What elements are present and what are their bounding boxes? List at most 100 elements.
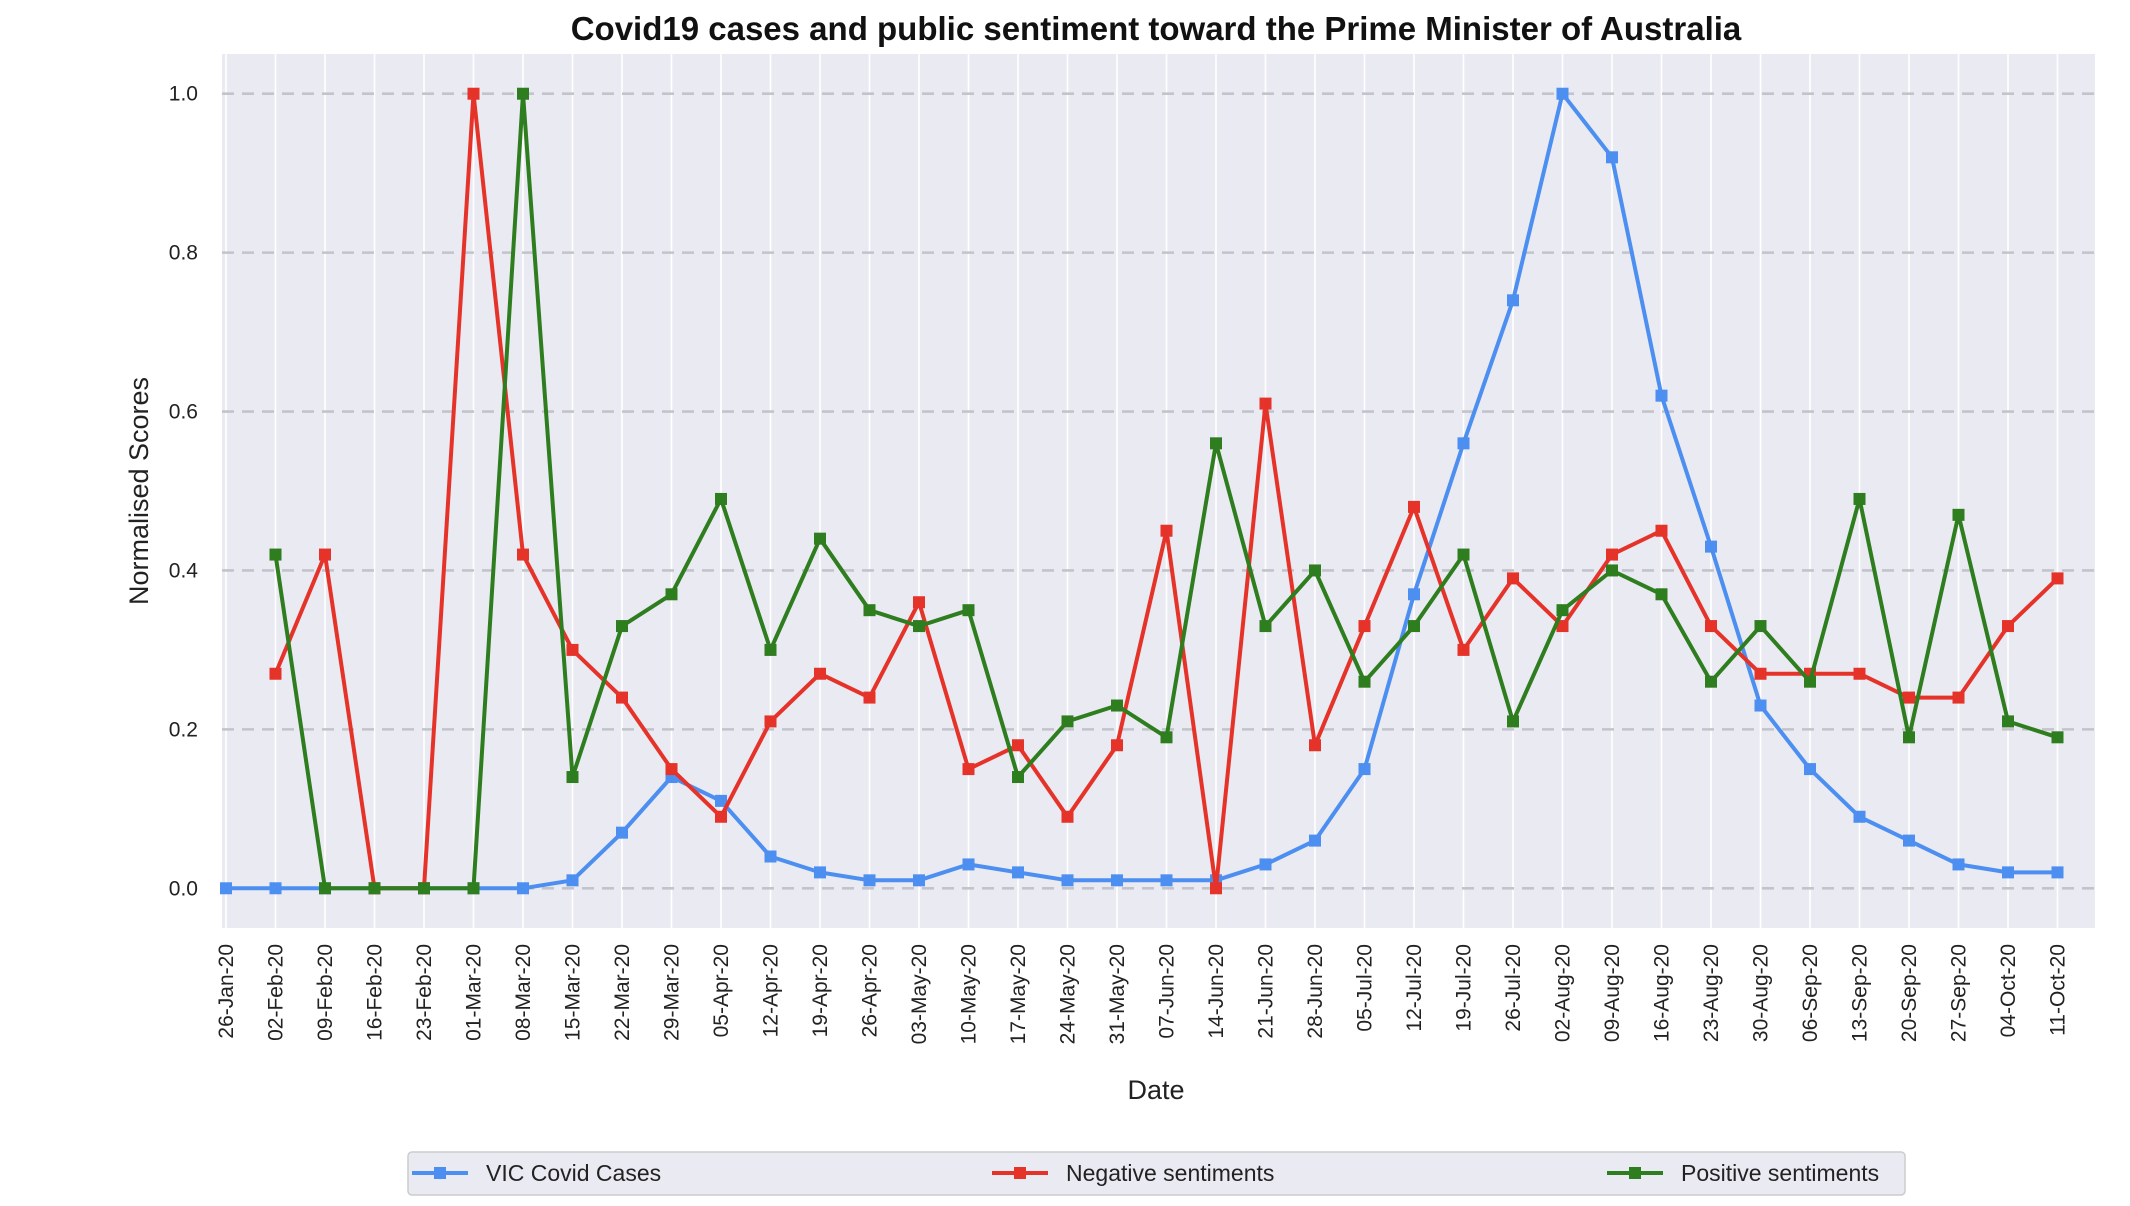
data-point: [1754, 667, 1767, 680]
x-tick-label: 26-Apr-20: [859, 944, 882, 1037]
data-point: [1457, 548, 1470, 561]
data-point: [1853, 667, 1866, 680]
data-point: [368, 882, 381, 895]
data-point: [616, 826, 628, 839]
x-tick-label: 03-May-20: [908, 944, 931, 1044]
data-point: [1507, 294, 1519, 307]
series-negative-sentiments: [269, 87, 2064, 895]
data-point: [814, 866, 826, 879]
x-tick-label: 27-Sep-20: [1948, 944, 1971, 1042]
data-point: [764, 715, 777, 728]
data-point: [1309, 834, 1321, 847]
x-axis-ticks: 26-Jan-20 02-Feb-20 09-Feb-20 16-Feb-20 23-F…: [215, 944, 2070, 1044]
x-tick-label: 05-Jul-20: [1354, 944, 1377, 1032]
legend-marker: [434, 1167, 446, 1179]
data-point: [1655, 588, 1668, 601]
data-point: [1259, 620, 1272, 633]
x-tick-label: 08-Mar-20: [512, 944, 535, 1041]
data-point: [863, 604, 876, 617]
data-point: [764, 850, 777, 863]
data-point: [2002, 620, 2014, 633]
data-point: [1160, 731, 1173, 744]
x-tick-label: 02-Feb-20: [265, 944, 288, 1041]
data-point: [863, 691, 876, 704]
x-tick-label: 24-May-20: [1057, 944, 1080, 1044]
data-point: [1606, 564, 1618, 577]
x-tick-label: 14-Jun-20: [1205, 944, 1228, 1039]
data-point: [2051, 731, 2064, 744]
x-tick-label: 05-Apr-20: [710, 944, 733, 1037]
x-tick-label: 19-Apr-20: [809, 944, 832, 1037]
data-point: [1655, 524, 1668, 537]
data-point: [2051, 866, 2064, 879]
x-tick-label: 04-Oct-20: [1997, 944, 2020, 1037]
y-tick-label: 0.6: [169, 401, 198, 424]
legend-label: Positive sentiments: [1681, 1160, 1879, 1186]
data-point: [1804, 763, 1816, 776]
data-point: [1408, 620, 1420, 633]
x-tick-label: 31-May-20: [1106, 944, 1129, 1044]
legend-marker: [1014, 1167, 1026, 1179]
series-lines: [220, 87, 2064, 895]
data-point: [220, 882, 232, 895]
data-point: [566, 643, 579, 656]
data-point: [1457, 437, 1470, 450]
x-tick-label: 11-Oct-20: [2047, 944, 2070, 1036]
y-tick-label: 0.8: [169, 242, 198, 265]
data-point: [1556, 87, 1569, 100]
data-point: [1012, 866, 1024, 879]
data-point: [1903, 691, 1915, 704]
data-point: [269, 882, 282, 895]
data-point: [2051, 572, 2064, 585]
data-point: [1705, 675, 1717, 688]
data-point: [1358, 675, 1371, 688]
data-point: [715, 492, 727, 505]
data-point: [863, 874, 876, 887]
data-point: [1012, 739, 1024, 752]
series-vic-covid-cases: [220, 87, 2064, 895]
chart-title: Covid19 cases and public sentiment towar…: [571, 10, 1742, 47]
data-point: [665, 588, 678, 601]
data-point: [1606, 151, 1618, 164]
data-point: [1210, 882, 1222, 895]
series-line: [226, 91, 2058, 891]
data-point: [1259, 397, 1272, 410]
data-point: [1952, 508, 1965, 521]
x-tick-label: 19-Jul-20: [1453, 944, 1476, 1032]
x-tick-label: 07-Jun-20: [1156, 944, 1179, 1039]
x-tick-label: 12-Apr-20: [760, 944, 783, 1037]
data-point: [1408, 500, 1420, 513]
data-point: [566, 771, 579, 784]
data-point: [715, 794, 727, 807]
data-point: [1606, 548, 1618, 561]
data-point: [1160, 524, 1173, 537]
data-point: [665, 763, 678, 776]
data-point: [1358, 620, 1371, 633]
data-point: [1556, 604, 1569, 617]
data-point: [1903, 731, 1915, 744]
x-tick-label: 23-Aug-20: [1700, 944, 1723, 1042]
y-tick-label: 1.0: [169, 83, 198, 106]
data-point: [2002, 866, 2014, 879]
data-point: [517, 87, 529, 100]
data-point: [566, 874, 579, 887]
data-point: [1853, 810, 1866, 823]
data-point: [814, 667, 826, 680]
series-positive-sentiments: [269, 87, 2064, 895]
x-tick-label: 01-Mar-20: [463, 944, 486, 1041]
data-point: [1655, 389, 1668, 402]
y-axis-label: Normalised Scores: [124, 377, 154, 605]
data-point: [319, 882, 331, 895]
data-point: [269, 548, 282, 561]
data-point: [517, 548, 529, 561]
legend-item: VIC Covid Cases: [412, 1160, 661, 1186]
data-point: [1507, 572, 1519, 585]
x-tick-label: 06-Sep-20: [1799, 944, 1822, 1042]
data-point: [1061, 874, 1074, 887]
x-tick-label: 26-Jan-20: [215, 944, 238, 1039]
y-tick-label: 0.2: [169, 718, 198, 741]
gridlines: [222, 54, 2095, 928]
x-tick-label: 23-Feb-20: [413, 944, 436, 1041]
data-point: [1705, 540, 1717, 553]
y-tick-label: 0.0: [169, 877, 198, 900]
